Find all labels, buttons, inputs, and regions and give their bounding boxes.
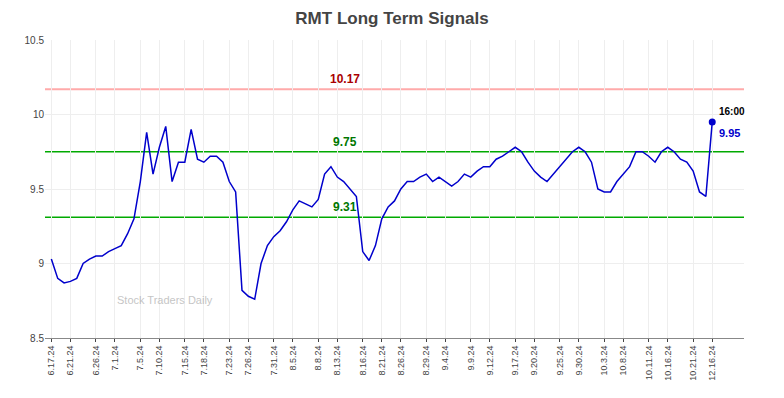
- svg-text:7.31.24: 7.31.24: [269, 346, 279, 376]
- svg-text:10.8.24: 10.8.24: [618, 346, 628, 376]
- svg-text:9.9.24: 9.9.24: [466, 346, 476, 371]
- svg-text:8.8.24: 8.8.24: [313, 346, 323, 371]
- svg-text:10: 10: [33, 109, 45, 120]
- svg-text:9.5: 9.5: [30, 184, 44, 195]
- svg-text:10.21.24: 10.21.24: [688, 346, 698, 381]
- svg-text:7.23.24: 7.23.24: [224, 346, 234, 376]
- svg-text:10.11.24: 10.11.24: [644, 346, 654, 380]
- svg-text:7.1.24: 7.1.24: [110, 346, 120, 371]
- svg-text:9.17.24: 9.17.24: [510, 346, 520, 376]
- svg-text:9.12.24: 9.12.24: [485, 346, 495, 376]
- svg-text:8.5: 8.5: [30, 333, 44, 344]
- svg-text:8.29.24: 8.29.24: [421, 346, 431, 376]
- svg-text:9.75: 9.75: [333, 135, 357, 149]
- svg-text:9: 9: [38, 258, 44, 269]
- svg-text:8.21.24: 8.21.24: [377, 346, 387, 376]
- svg-text:9.4.24: 9.4.24: [440, 346, 450, 371]
- svg-text:9.31: 9.31: [333, 200, 357, 214]
- svg-text:16:00: 16:00: [719, 106, 745, 117]
- svg-text:10.3.24: 10.3.24: [599, 346, 609, 376]
- svg-text:6.26.24: 6.26.24: [91, 346, 101, 376]
- svg-text:Stock Traders Daily: Stock Traders Daily: [117, 294, 213, 306]
- svg-text:7.26.24: 7.26.24: [243, 346, 253, 376]
- svg-text:6.17.24: 6.17.24: [46, 346, 56, 376]
- svg-text:10.17: 10.17: [330, 72, 360, 86]
- svg-text:6.21.24: 6.21.24: [65, 346, 75, 376]
- svg-text:RMT Long Term Signals: RMT Long Term Signals: [295, 9, 488, 28]
- svg-text:7.15.24: 7.15.24: [180, 346, 190, 376]
- svg-text:9.25.24: 9.25.24: [555, 346, 565, 376]
- svg-text:8.26.24: 8.26.24: [396, 346, 406, 376]
- svg-text:7.18.24: 7.18.24: [199, 346, 209, 376]
- svg-text:7.10.24: 7.10.24: [154, 346, 164, 376]
- svg-text:9.20.24: 9.20.24: [529, 346, 539, 376]
- svg-text:10.5: 10.5: [25, 35, 45, 46]
- svg-text:9.95: 9.95: [719, 127, 740, 139]
- svg-text:7.5.24: 7.5.24: [135, 346, 145, 371]
- svg-text:10.16.24: 10.16.24: [663, 346, 673, 381]
- svg-text:8.5.24: 8.5.24: [288, 346, 298, 371]
- svg-text:8.16.24: 8.16.24: [358, 346, 368, 376]
- svg-text:8.13.24: 8.13.24: [332, 346, 342, 376]
- svg-text:9.30.24: 9.30.24: [574, 346, 584, 376]
- svg-text:12.16.24: 12.16.24: [707, 346, 717, 381]
